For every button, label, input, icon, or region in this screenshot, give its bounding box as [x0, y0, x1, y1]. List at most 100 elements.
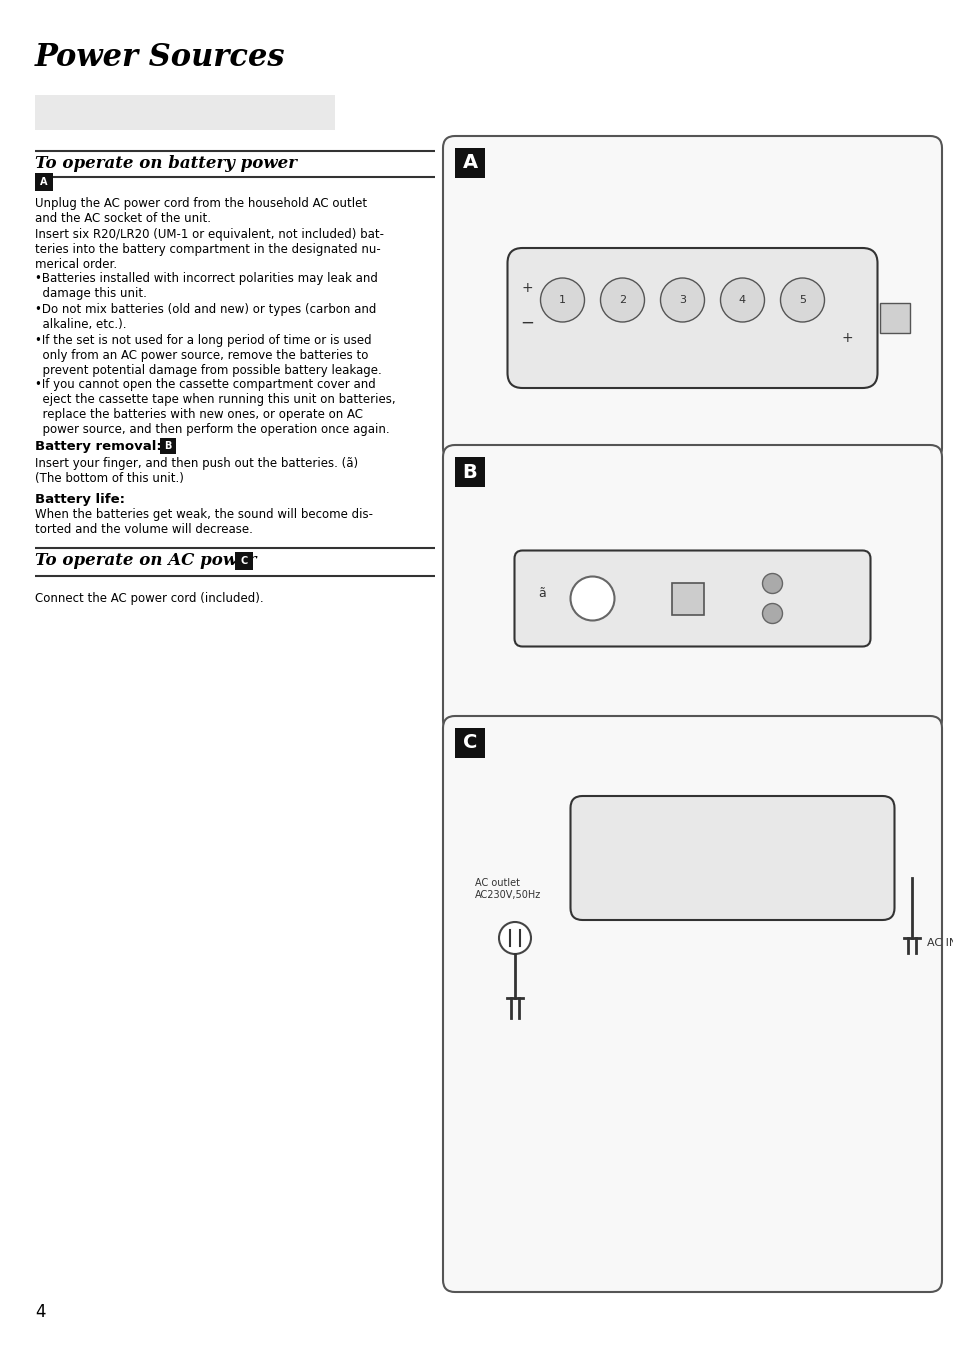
Point [166, 105, 181, 127]
Point [317, 109, 333, 131]
Point [278, 84, 294, 105]
Point [98, 85, 113, 107]
Point [113, 89, 129, 111]
Point [313, 85, 328, 107]
Point [162, 103, 177, 124]
Point [53, 99, 69, 120]
Point [323, 108, 338, 130]
Point [145, 107, 160, 128]
Point [69, 86, 84, 108]
Point [132, 85, 148, 107]
Point [109, 97, 124, 119]
Point [50, 92, 65, 113]
Point [143, 96, 158, 118]
Point [205, 101, 220, 123]
Point [213, 109, 229, 131]
Point [181, 95, 196, 116]
Point [189, 92, 204, 113]
Point [146, 95, 161, 116]
Point [240, 113, 255, 135]
Point [146, 85, 161, 107]
Point [129, 91, 144, 112]
Point [253, 104, 269, 126]
Point [323, 108, 338, 130]
Point [160, 97, 175, 119]
Point [36, 101, 51, 123]
Point [39, 115, 54, 136]
Point [193, 84, 209, 105]
Point [176, 112, 192, 134]
Point [276, 116, 292, 138]
Point [93, 92, 109, 113]
Point [306, 95, 321, 116]
Point [311, 89, 326, 111]
Point [40, 95, 55, 116]
Point [57, 108, 72, 130]
Point [229, 109, 244, 131]
Point [165, 104, 180, 126]
Point [66, 111, 81, 132]
Point [125, 111, 140, 132]
Point [234, 108, 250, 130]
Point [233, 91, 248, 112]
Circle shape [720, 278, 763, 322]
Point [35, 86, 51, 108]
Point [200, 113, 215, 135]
Point [180, 105, 195, 127]
Point [131, 115, 146, 136]
Point [125, 111, 140, 132]
Point [97, 118, 112, 139]
Point [57, 100, 72, 122]
Point [310, 101, 325, 123]
Point [147, 97, 162, 119]
Point [249, 118, 264, 139]
Point [68, 113, 83, 135]
Point [96, 100, 112, 122]
Point [93, 85, 109, 107]
Point [289, 105, 304, 127]
Point [169, 104, 184, 126]
Point [62, 118, 77, 139]
Point [133, 97, 149, 119]
Point [105, 89, 120, 111]
Point [71, 115, 86, 136]
Point [60, 100, 75, 122]
Point [196, 88, 212, 109]
Point [58, 115, 73, 136]
Point [78, 108, 93, 130]
Point [56, 119, 71, 141]
Point [211, 91, 226, 112]
Point [120, 119, 135, 141]
Point [152, 107, 168, 128]
Point [259, 101, 274, 123]
Point [154, 93, 170, 115]
Point [106, 96, 121, 118]
Point [145, 95, 160, 116]
Point [83, 93, 98, 115]
Point [217, 93, 233, 115]
Bar [35, 95, 335, 130]
Point [129, 103, 144, 124]
Point [75, 91, 91, 112]
Point [31, 103, 47, 124]
Point [321, 119, 336, 141]
Point [128, 104, 143, 126]
Point [51, 85, 66, 107]
Point [54, 109, 70, 131]
Point [32, 85, 48, 107]
Point [219, 118, 234, 139]
Point [132, 104, 148, 126]
Point [226, 115, 241, 136]
Point [137, 111, 152, 132]
Point [319, 85, 335, 107]
Point [289, 91, 304, 112]
Point [163, 96, 178, 118]
Point [138, 93, 153, 115]
Point [208, 92, 223, 113]
Point [132, 101, 148, 123]
Point [100, 115, 115, 136]
Point [165, 84, 180, 105]
Point [82, 116, 97, 138]
Circle shape [599, 278, 644, 322]
Point [231, 93, 246, 115]
